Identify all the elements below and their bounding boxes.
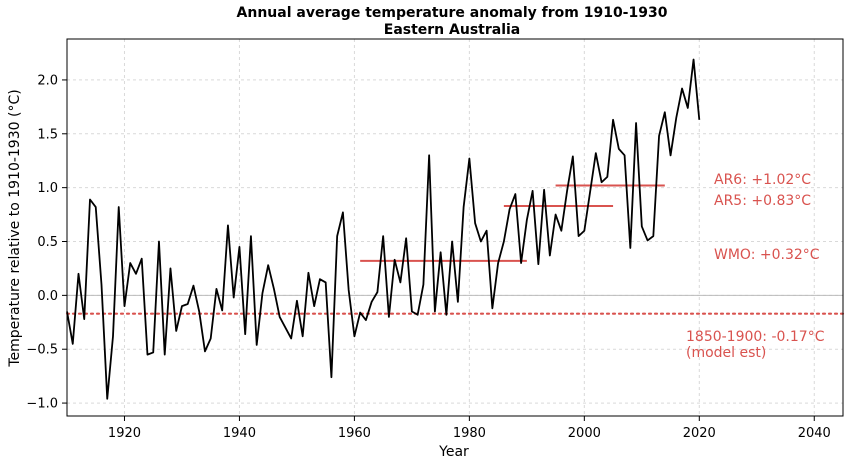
y-tick-label: 2.0 [37,73,58,88]
x-axis-ticks: 1920 1940 1960 1980 2000 2020 2040 [108,416,831,441]
x-tick-label: 2040 [798,426,831,441]
x-tick-label: 1980 [453,426,486,441]
temperature-anomaly-line [66,58,701,400]
ar5-annotation: AR5: +0.83°C [714,193,811,209]
y-tick-label: 0.0 [37,289,58,304]
y-tick-label: 0.5 [37,235,58,250]
x-tick-label: 1940 [223,426,256,441]
y-tick-label: 1.5 [37,127,58,142]
x-tick-label: 2000 [568,426,601,441]
chart-title: Annual average temperature anomaly from … [237,5,668,21]
x-axis-label: Year [438,444,469,460]
preindustrial-annotation-note: (model est) [686,345,766,361]
x-tick-label: 1920 [108,426,141,441]
chart-subtitle: Eastern Australia [384,22,521,38]
y-tick-label: −0.5 [26,343,58,358]
x-tick-label: 1960 [338,426,371,441]
x-tick-label: 2020 [683,426,716,441]
y-tick-label: 1.0 [37,181,58,196]
wmo-annotation: WMO: +0.32°C [714,247,820,263]
ar6-annotation: AR6: +1.02°C [714,172,811,188]
preindustrial-annotation: 1850-1900: -0.17°C [686,329,825,345]
y-tick-label: −1.0 [26,397,58,412]
y-axis-label: Temperature relative to 1910-1930 (°C) [7,89,23,367]
y-axis-ticks: −1.0 −0.5 0.0 0.5 1.0 1.5 2.0 [26,73,67,412]
plot-area-frame [66,38,844,417]
